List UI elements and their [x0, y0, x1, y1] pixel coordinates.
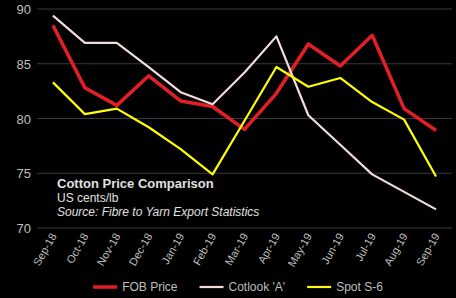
x-tick-label: Aug-19 [382, 231, 410, 268]
lines [53, 16, 436, 210]
x-tick-label: Sep-19 [414, 231, 442, 268]
series-line [53, 25, 436, 130]
x-tick-label: Apr-19 [255, 231, 282, 266]
y-tick-label: 80 [17, 112, 31, 127]
y-tick-label: 90 [17, 2, 31, 17]
background [0, 0, 456, 298]
x-tick-label: Nov-18 [94, 231, 122, 268]
x-tick-label: Jan-19 [159, 231, 186, 266]
x-tick-label: Oct-18 [64, 231, 91, 266]
legend-swatch [200, 286, 224, 288]
x-tick-label: May-19 [285, 231, 314, 269]
grid-line [37, 173, 452, 174]
title: Cotton Price Comparison [57, 176, 214, 191]
grid-line [37, 63, 452, 64]
grid-line [37, 228, 452, 229]
y-tick-label: 70 [17, 221, 31, 236]
legend-label: FOB Price [122, 280, 178, 294]
x-tick-label: Dec-18 [126, 231, 154, 268]
x-tick-label: Mar-19 [222, 231, 250, 267]
series-line [53, 67, 436, 177]
legend-label: Cotlook 'A' [229, 280, 286, 294]
grid-line [37, 9, 452, 10]
x-tick-label: Sep-18 [31, 231, 59, 268]
annotation: Source: Fibre to Yarn Export Statistics [57, 205, 259, 219]
legend-swatch [93, 285, 117, 289]
chart: 70 75 80 85 90 Sep-18Oct-18Nov-18Dec-18Jan-19… [0, 0, 456, 298]
series-line [53, 16, 436, 210]
x-tick-label: Jun-19 [319, 231, 346, 266]
y-tick-label: 75 [17, 166, 31, 181]
x-tick-label: Jul-19 [353, 231, 378, 263]
legend-swatch [307, 286, 331, 288]
x-tick-label: Feb-19 [190, 231, 218, 267]
y-tick-label: 85 [17, 57, 31, 72]
legend-label: Spot S-6 [336, 280, 383, 294]
legend: FOB Price Cotlook 'A' Spot S-6 [93, 280, 383, 294]
subtitle: US cents/lb [57, 191, 119, 205]
